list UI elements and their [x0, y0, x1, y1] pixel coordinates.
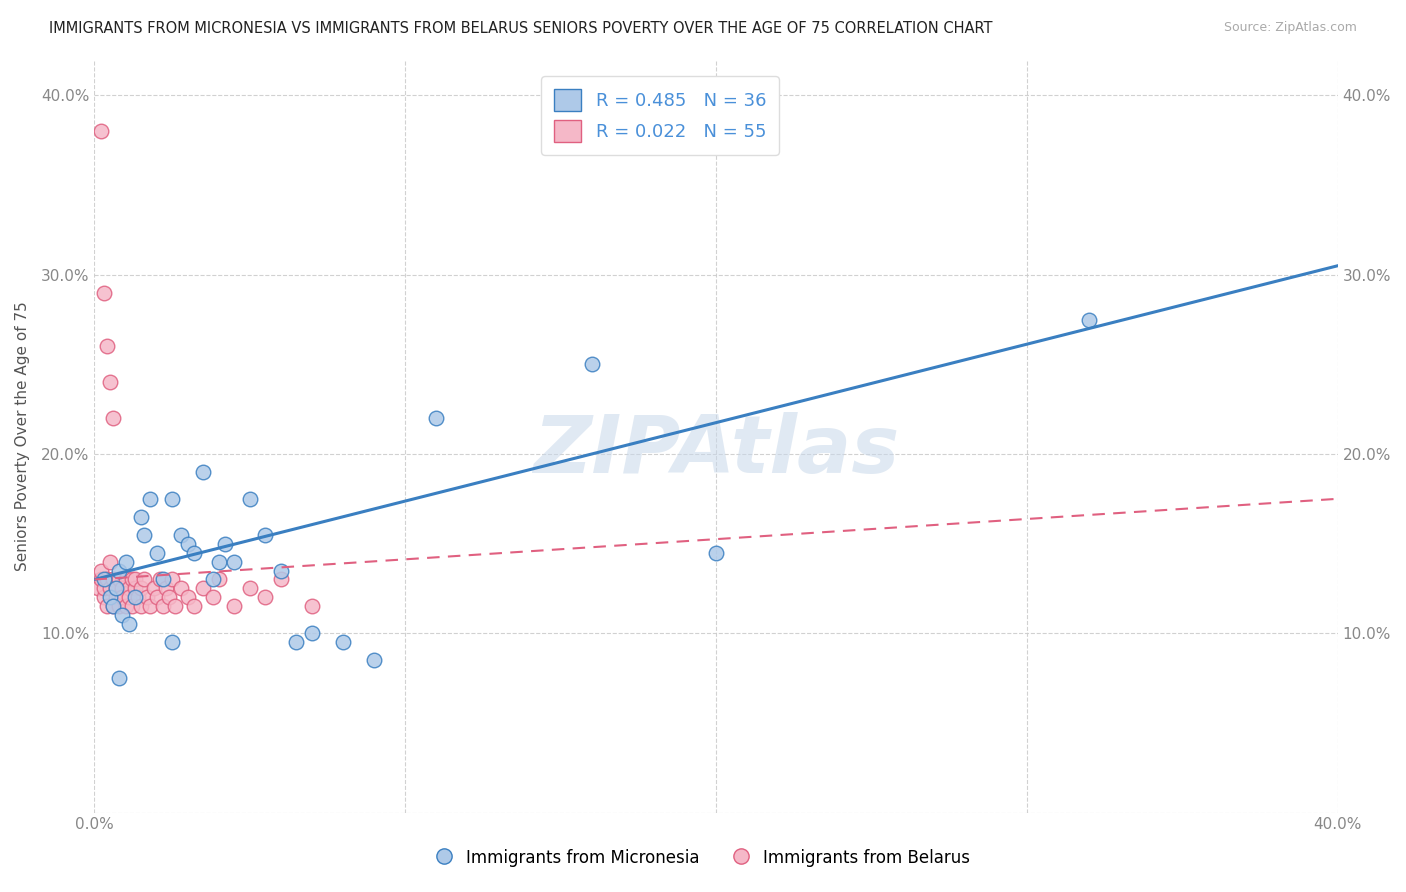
- Point: [93, 582, 115, 596]
- Point: [90, 564, 112, 578]
- Point: [1078, 312, 1101, 326]
- Point: [183, 599, 205, 614]
- Point: [139, 599, 162, 614]
- Point: [208, 573, 231, 587]
- Point: [114, 573, 136, 587]
- Point: [425, 411, 447, 425]
- Point: [93, 285, 115, 300]
- Legend: R = 0.485   N = 36, R = 0.022   N = 55: R = 0.485 N = 36, R = 0.022 N = 55: [541, 76, 779, 154]
- Point: [201, 591, 224, 605]
- Point: [101, 411, 124, 425]
- Point: [108, 573, 131, 587]
- Legend: Immigrants from Micronesia, Immigrants from Belarus: Immigrants from Micronesia, Immigrants f…: [429, 841, 977, 875]
- Point: [170, 527, 193, 541]
- Point: [129, 599, 152, 614]
- Point: [177, 536, 200, 550]
- Point: [134, 527, 156, 541]
- Point: [108, 671, 131, 685]
- Point: [254, 527, 277, 541]
- Point: [124, 573, 146, 587]
- Point: [90, 573, 112, 587]
- Point: [201, 573, 224, 587]
- Point: [136, 591, 159, 605]
- Point: [129, 509, 152, 524]
- Point: [160, 635, 183, 649]
- Point: [152, 599, 174, 614]
- Point: [105, 582, 128, 596]
- Point: [152, 573, 174, 587]
- Point: [239, 491, 262, 506]
- Point: [114, 555, 136, 569]
- Point: [124, 582, 146, 596]
- Text: IMMIGRANTS FROM MICRONESIA VS IMMIGRANTS FROM BELARUS SENIORS POVERTY OVER THE A: IMMIGRANTS FROM MICRONESIA VS IMMIGRANTS…: [49, 21, 993, 36]
- Point: [93, 573, 115, 587]
- Point: [160, 491, 183, 506]
- Point: [363, 653, 385, 667]
- Point: [214, 536, 236, 550]
- Point: [118, 582, 141, 596]
- Point: [160, 573, 183, 587]
- Point: [101, 573, 124, 587]
- Point: [98, 555, 121, 569]
- Point: [183, 546, 205, 560]
- Point: [332, 635, 354, 649]
- Point: [142, 582, 165, 596]
- Point: [108, 564, 131, 578]
- Point: [101, 599, 124, 614]
- Point: [96, 339, 118, 353]
- Point: [134, 573, 156, 587]
- Point: [105, 582, 128, 596]
- Text: ZIPAtlas: ZIPAtlas: [533, 412, 900, 490]
- Point: [96, 599, 118, 614]
- Point: [155, 582, 177, 596]
- Point: [224, 555, 246, 569]
- Point: [193, 465, 215, 479]
- Point: [127, 591, 149, 605]
- Point: [145, 546, 167, 560]
- Point: [98, 591, 121, 605]
- Point: [285, 635, 308, 649]
- Point: [98, 582, 121, 596]
- Point: [301, 599, 323, 614]
- Point: [101, 599, 124, 614]
- Point: [86, 582, 108, 596]
- Point: [177, 591, 200, 605]
- Point: [254, 591, 277, 605]
- Point: [111, 608, 134, 623]
- Text: Source: ZipAtlas.com: Source: ZipAtlas.com: [1223, 21, 1357, 34]
- Point: [118, 617, 141, 632]
- Point: [121, 573, 143, 587]
- Point: [124, 591, 146, 605]
- Point: [270, 564, 292, 578]
- Point: [114, 599, 136, 614]
- Point: [157, 591, 180, 605]
- Point: [93, 591, 115, 605]
- Point: [145, 591, 167, 605]
- Point: [96, 573, 118, 587]
- Point: [121, 599, 143, 614]
- Point: [208, 555, 231, 569]
- Y-axis label: Seniors Poverty Over the Age of 75: Seniors Poverty Over the Age of 75: [15, 301, 30, 571]
- Point: [704, 546, 727, 560]
- Point: [111, 591, 134, 605]
- Point: [581, 357, 603, 371]
- Point: [170, 582, 193, 596]
- Point: [129, 582, 152, 596]
- Point: [165, 599, 187, 614]
- Point: [98, 376, 121, 390]
- Point: [270, 573, 292, 587]
- Point: [301, 626, 323, 640]
- Point: [224, 599, 246, 614]
- Point: [118, 591, 141, 605]
- Point: [111, 582, 134, 596]
- Point: [139, 491, 162, 506]
- Point: [90, 124, 112, 138]
- Point: [193, 582, 215, 596]
- Point: [239, 582, 262, 596]
- Point: [108, 599, 131, 614]
- Point: [105, 591, 128, 605]
- Point: [149, 573, 172, 587]
